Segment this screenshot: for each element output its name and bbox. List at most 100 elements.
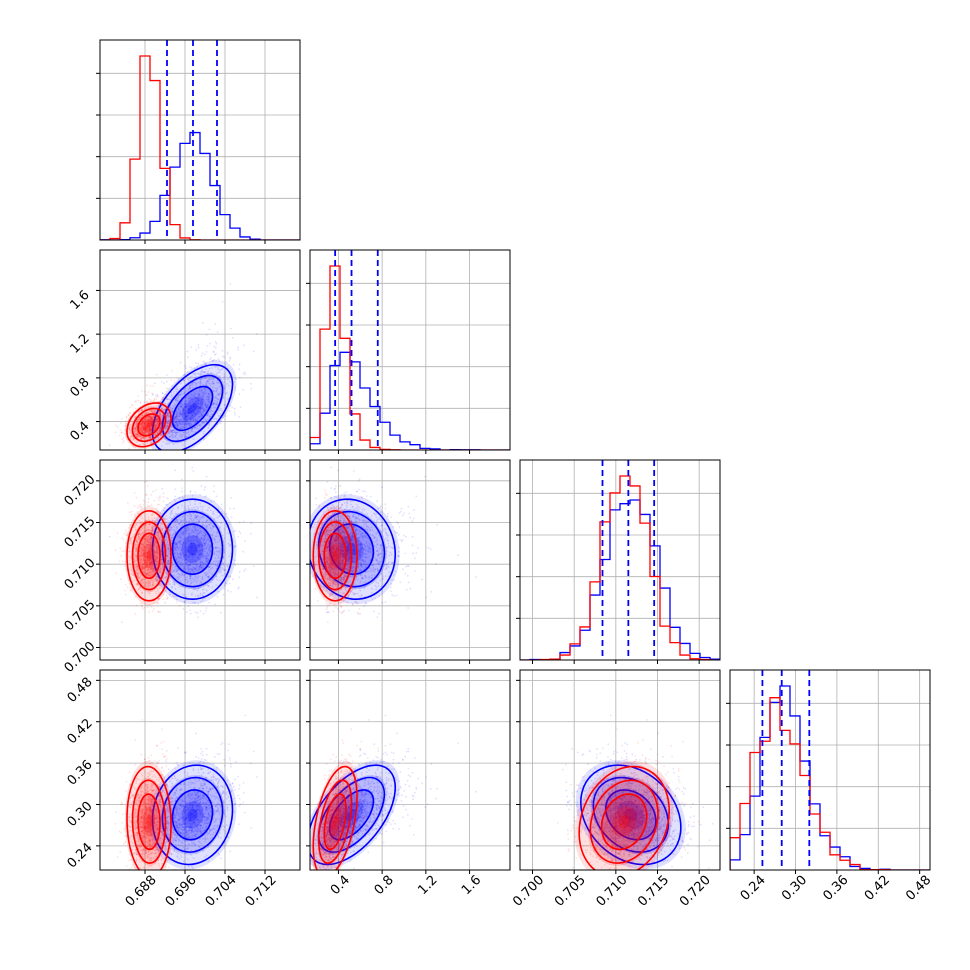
sample-point: [144, 424, 147, 426]
sample-point: [139, 416, 142, 418]
sample-point: [215, 418, 218, 420]
sample-point: [192, 392, 195, 394]
sample-point: [136, 424, 138, 426]
sample-point: [205, 404, 208, 406]
sample-point: [149, 415, 151, 417]
sample-point: [146, 422, 149, 425]
sample-point: [196, 612, 199, 615]
sample-point: [179, 423, 182, 425]
sample-point: [167, 388, 169, 390]
sample-point: [183, 412, 186, 415]
sample-point: [175, 390, 178, 393]
sample-point: [142, 442, 144, 445]
sample-point: [169, 398, 172, 401]
sample-point: [140, 425, 143, 428]
sample-point: [193, 408, 196, 411]
sample-point: [210, 413, 213, 416]
sample-point: [177, 437, 180, 440]
sample-point: [165, 390, 168, 393]
sample-point: [130, 432, 133, 435]
sample-point: [177, 431, 180, 434]
sample-point: [199, 406, 201, 409]
sample-point: [234, 413, 237, 416]
sample-point: [232, 364, 235, 366]
sample-point: [215, 359, 218, 362]
sample-point: [187, 379, 190, 382]
sample-point: [161, 381, 163, 383]
sample-point: [208, 395, 210, 397]
sample-point: [190, 428, 193, 431]
sample-point: [206, 418, 209, 421]
sample-point: [194, 400, 197, 402]
sample-point: [135, 422, 138, 425]
sample-point: [179, 411, 182, 414]
sample-point: [242, 550, 245, 553]
sample-point: [216, 379, 219, 382]
sample-point: [205, 333, 208, 336]
sample-point: [189, 424, 191, 427]
sample-point: [227, 397, 230, 400]
sample-point: [218, 385, 221, 388]
sample-point: [176, 426, 179, 428]
sample-point: [190, 418, 192, 421]
sample-point: [176, 411, 178, 414]
sample-point: [208, 378, 211, 381]
sample-point: [195, 397, 198, 400]
sample-point: [191, 382, 194, 385]
sample-point: [194, 413, 197, 415]
sample-point: [175, 421, 178, 423]
sample-point: [202, 438, 205, 441]
sample-point: [184, 365, 187, 367]
sample-point: [181, 421, 184, 424]
sample-point: [139, 409, 142, 412]
sample-point: [214, 396, 217, 399]
sample-point: [215, 397, 218, 399]
sample-point: [193, 395, 196, 398]
sample-point: [118, 434, 121, 437]
sample-point: [185, 420, 188, 423]
sample-point: [190, 415, 193, 417]
sample-point: [148, 415, 151, 417]
sample-point: [174, 434, 177, 437]
sample-point: [192, 403, 195, 406]
sample-point: [217, 392, 220, 395]
sample-point: [163, 408, 166, 411]
sample-point: [201, 368, 203, 370]
sample-point: [149, 424, 152, 427]
sample-point: [205, 372, 208, 374]
sample-point: [205, 398, 208, 401]
sample-point: [132, 437, 135, 440]
sample-point: [170, 431, 173, 434]
sample-point: [188, 387, 191, 389]
sample-point: [148, 422, 151, 424]
sample-point: [150, 426, 152, 429]
sample-point: [223, 373, 226, 375]
sample-point: [204, 391, 206, 393]
sample-point: [161, 444, 163, 447]
sample-point: [161, 398, 164, 401]
sample-point: [156, 421, 159, 423]
sample-point: [179, 423, 182, 425]
sample-point: [149, 422, 152, 424]
sample-point: [142, 429, 145, 431]
sample-point: [187, 605, 190, 608]
sample-point: [194, 415, 197, 418]
sample-point: [185, 422, 188, 425]
sample-point: [127, 414, 130, 417]
sample-point: [119, 547, 122, 550]
sample-point: [145, 429, 148, 432]
sample-point: [175, 415, 178, 418]
sample-point: [190, 405, 193, 408]
sample-point: [184, 400, 187, 403]
sample-point: [166, 398, 169, 401]
sample-point: [143, 436, 146, 439]
sample-point: [214, 340, 217, 343]
sample-point: [185, 390, 188, 393]
sample-point: [170, 391, 173, 394]
sample-point: [215, 353, 217, 355]
sample-point: [223, 404, 226, 406]
sample-point: [144, 430, 147, 433]
sample-point: [206, 380, 209, 383]
sample-point: [198, 412, 201, 415]
sample-point: [194, 611, 197, 614]
